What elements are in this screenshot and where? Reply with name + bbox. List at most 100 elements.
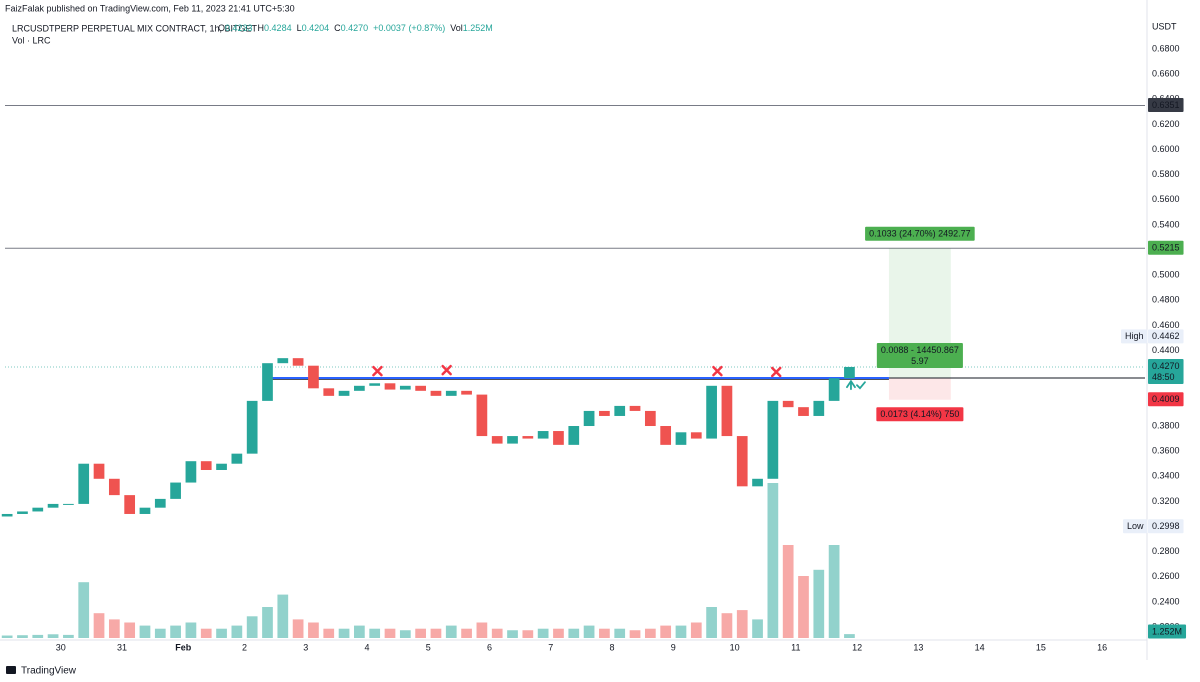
x-tick-label: 30 [56,642,66,652]
volume-bar [124,622,136,638]
volume-bar [1,635,13,638]
loss-zone [888,378,951,400]
candle-body [614,405,626,416]
x-marker [770,366,782,378]
volume-bar [614,628,626,638]
entry-label-text: 5.97 [911,356,929,366]
last-price-badge-text: 48:50 [1152,372,1175,382]
candle-body [108,478,120,496]
y-tick-label: 0.6000 [1152,144,1180,154]
volume-bar [231,625,243,638]
volume-bar [32,634,44,638]
candle-body [308,365,319,389]
stop-label-text: 0.0173 (4.14%) 750 [880,409,959,419]
y-tick-label: 0.3800 [1152,420,1180,430]
low-tag-bg [1123,519,1148,534]
x-marker [712,365,723,377]
volume-bar [461,628,472,638]
candle-body [767,400,779,479]
ohlc-key: H [258,23,265,33]
x-tick-label: 15 [1036,642,1046,652]
candle-body [644,410,656,427]
stop-label-bg [876,407,964,422]
volume-bar [507,630,518,638]
volume-bar [430,628,442,638]
entry-label-bg [876,343,963,369]
ohlc-value: 0.4270 [341,23,369,33]
x-marker [441,364,452,376]
candle-body [323,388,335,396]
x-tick-label: 9 [671,642,676,652]
volume-bar [154,628,166,638]
candle-body [124,495,136,514]
stop-badge-bg [1148,392,1184,407]
y-tick-label: 0.5000 [1152,270,1180,280]
volume-bar [813,569,825,638]
candle-body [415,385,426,391]
publisher: FaizFalak published on TradingView.com, … [5,3,295,13]
volume-bar [384,628,396,638]
x-tick-label: 11 [791,642,800,652]
volume-bar [599,628,610,638]
candle-body [185,461,197,483]
volume-bar [568,628,580,638]
candle-body [599,410,610,416]
candle-body [553,431,564,445]
symbol: LRCUSDTPERP PERPETUAL MIX CONTRACT, 1h, … [12,23,258,33]
y-tick-label: 0.4400 [1152,345,1180,355]
y-tick-label: 0.4600 [1152,320,1180,330]
candle-body [430,390,442,396]
ohlc-value: 0.4233 [225,23,253,33]
volume-badge-text: 1.252M [1152,626,1182,636]
ohlc-value: 0.4284 [264,23,292,33]
x-tick-label: 3 [303,642,308,652]
volume-bar [369,628,381,638]
y-tick-label: 0.6600 [1152,69,1180,79]
volume-bar [323,628,335,638]
ohlc-key: L [297,23,302,33]
logo [6,666,16,674]
high-tag-text: High [1125,331,1144,341]
currency: USDT [1152,21,1177,31]
last-price-badge-bg [1148,358,1184,384]
candle-body [277,358,289,364]
volume-bar [675,625,687,638]
volume-bar [752,619,763,638]
low-badge: 0.2998 [1148,519,1184,534]
y-tick-label: 0.5400 [1152,219,1180,229]
ohlc-value: +0.0037 (+0.87%) [373,23,445,33]
candle-body [93,463,105,479]
high-badge: 0.4462 [1148,329,1184,344]
volume-bar [690,622,702,638]
candle-body [231,453,243,464]
volume-bar [767,483,779,638]
candle-body [445,390,457,396]
level-badge-text: 0.5215 [1152,243,1180,253]
candle-body [1,513,13,517]
candle-body [706,385,717,439]
level-badge-bg [1148,240,1184,255]
volume-bar [476,622,488,638]
y-tick-label: 0.3600 [1152,446,1180,456]
arrow-marker [846,379,866,391]
volume-bar [17,635,28,638]
level-badge-bg [1148,97,1184,112]
volume-bar [537,628,549,638]
candle-body [537,431,549,439]
x-tick-label: 14 [975,642,985,652]
candle-body [170,482,181,499]
candle-body [491,436,503,444]
volume-bar [782,545,794,638]
volume-bar [292,619,304,638]
candle-body [522,436,534,439]
candle-body [660,426,672,445]
volume-bar [844,634,855,638]
stop-label: 0.0173 (4.14%) 750 [876,407,964,422]
x-tick-label: 2 [242,642,247,652]
high-badge-text: 0.4462 [1152,331,1180,341]
candle-body [384,383,396,390]
volume-bar [338,628,350,638]
volume-bar [553,628,564,638]
x-tick-label: 31 [117,642,127,652]
